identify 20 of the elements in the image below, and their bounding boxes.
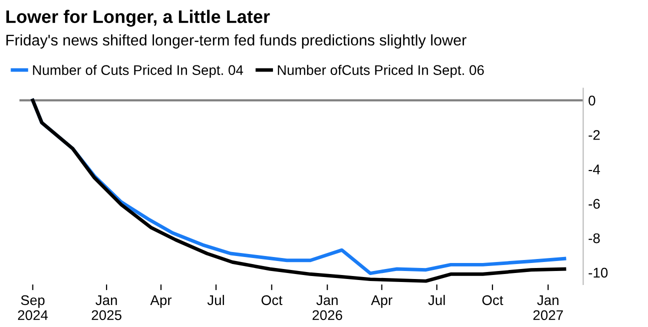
y-tick-label: -8 <box>588 233 600 244</box>
x-tick-label: Sep 2024 <box>18 295 48 320</box>
x-tick-label: Oct <box>262 295 282 306</box>
x-tick-label: Jan 2027 <box>533 295 563 320</box>
x-tick-label: Apr <box>150 295 172 308</box>
x-tick-label: Jan 2026 <box>312 295 342 320</box>
chart-title: Lower for Longer, a Little Later <box>6 10 270 27</box>
y-tick-label: -6 <box>588 198 600 209</box>
x-tick-label: Jul <box>207 294 224 306</box>
legend-label: Number of Cuts Priced In Sept. 04 <box>33 64 244 78</box>
y-tick-label: 0 <box>588 96 596 106</box>
y-tick-label: -10 <box>588 268 608 278</box>
chart-subtitle: Friday's news shifted longer-term fed funds predictions slightly lower <box>6 34 466 49</box>
x-tick-label: Jan 2025 <box>92 295 122 320</box>
y-tick-label: -2 <box>588 130 600 140</box>
x-tick-label: Oct <box>482 295 504 306</box>
x-tick-label: Jul <box>428 294 445 306</box>
x-tick-label: Apr <box>370 295 392 308</box>
legend-label: Number ofCuts Priced In Sept. 06 <box>278 64 484 78</box>
y-tick-label: -4 <box>588 164 600 174</box>
